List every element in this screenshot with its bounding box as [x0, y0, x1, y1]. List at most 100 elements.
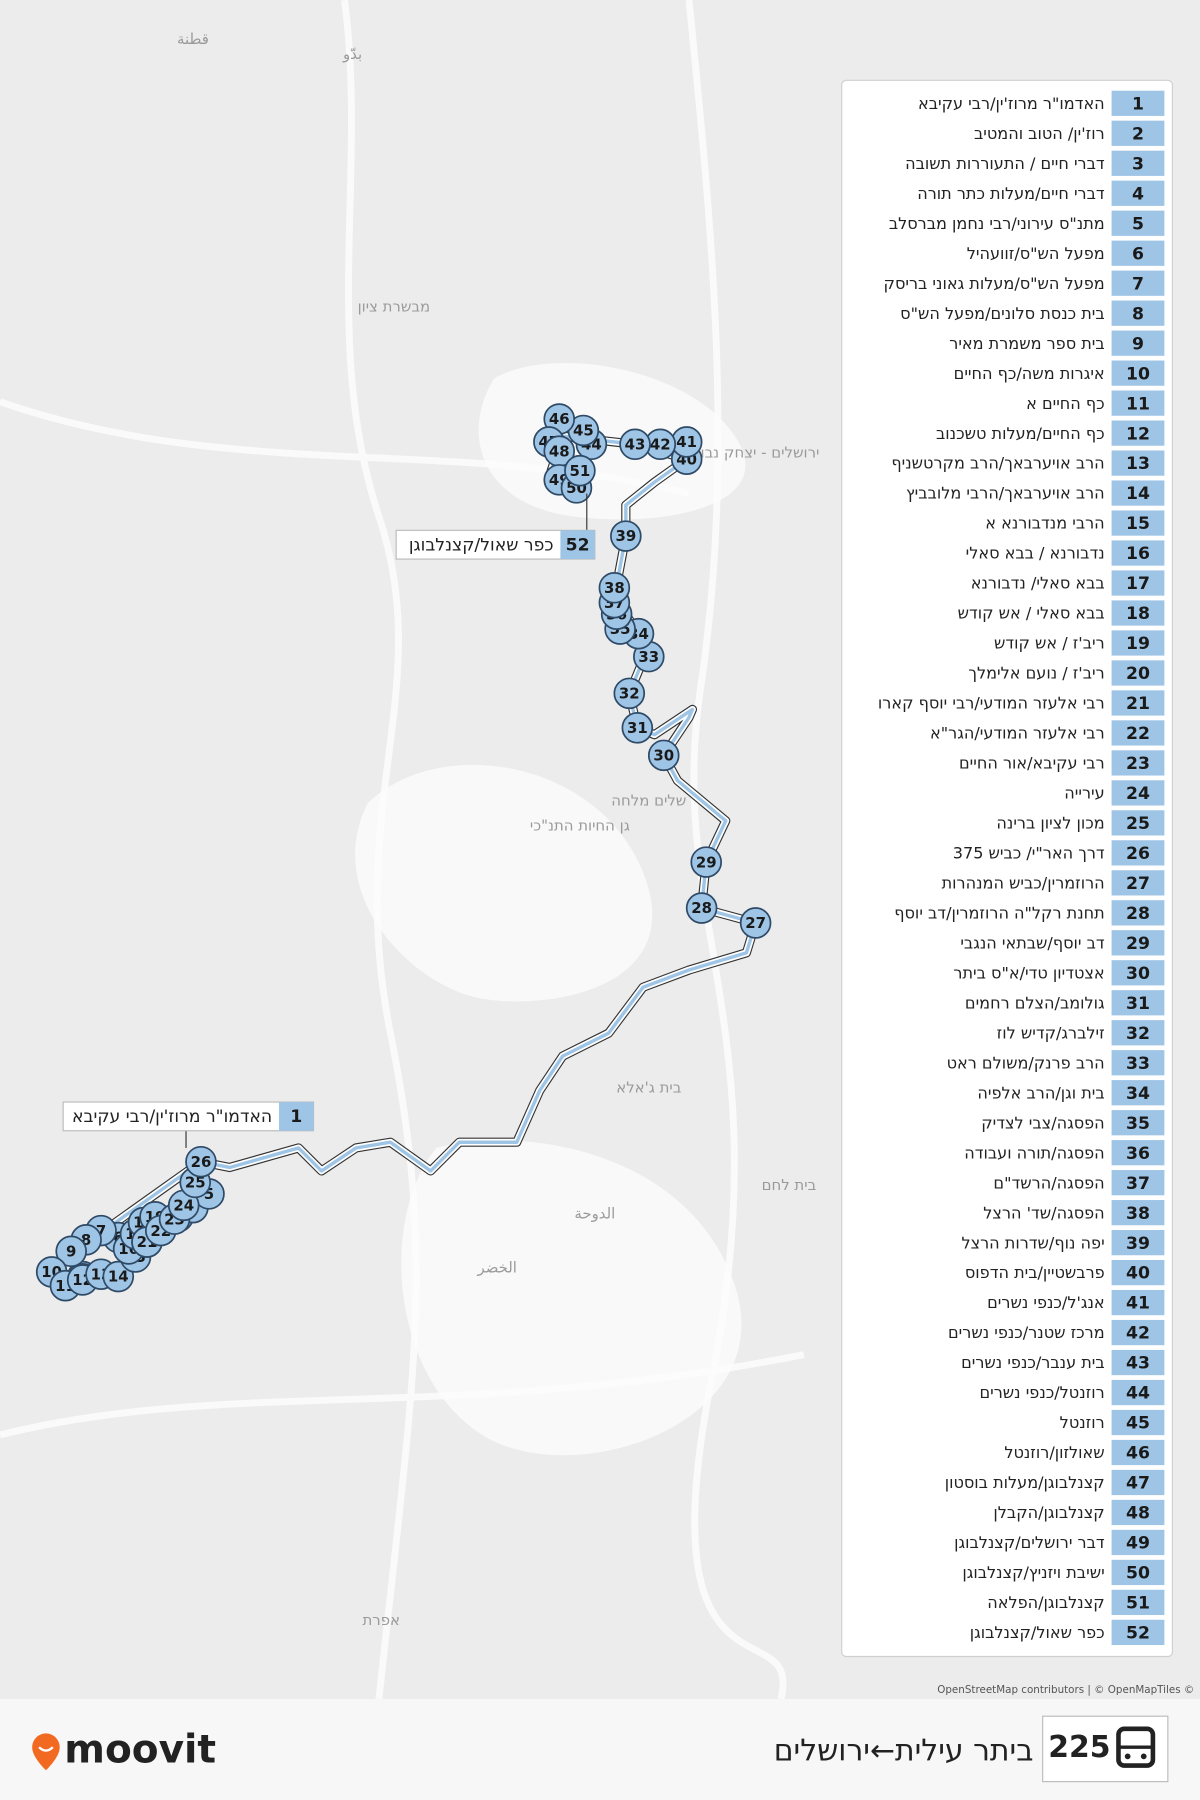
map-labels: قطنة بدّو מבשרת ציון ירושלים - יצחק נבון שלי…	[177, 30, 819, 1629]
list-number: 52	[1126, 1624, 1150, 1644]
list-number-box	[1111, 120, 1165, 146]
stop-marker-number: 38	[604, 579, 625, 597]
stop-list-panel	[841, 79, 1174, 1658]
list-number: 44	[1126, 1384, 1150, 1404]
logo-text: moovit	[64, 1727, 216, 1772]
callout-name: כפר שאול/קצנלבוגן	[409, 535, 554, 555]
list-number: 21	[1126, 694, 1150, 714]
stop-marker-number: 14	[108, 1268, 129, 1286]
list-number-box	[1111, 900, 1165, 926]
list-name: גולומב/הצלם רחמים	[965, 993, 1105, 1012]
list-number: 3	[1132, 154, 1144, 174]
list-number-box	[1111, 180, 1165, 206]
list-number-box	[1111, 750, 1165, 776]
list-number: 5	[1132, 214, 1144, 234]
bus-light	[1124, 1753, 1131, 1760]
list-number: 39	[1126, 1234, 1150, 1254]
map-label: שלים מלחה	[611, 791, 686, 809]
list-name: איגרות משה/כף החיים	[954, 364, 1105, 383]
list-name: קצנלבוגן/מעלות בוסטון	[945, 1473, 1105, 1492]
list-name: האדמו"ר מרוז'ין/רבי עקיבא	[918, 94, 1105, 113]
list-number-box	[1111, 690, 1165, 716]
map-label: الخضر	[476, 1258, 516, 1276]
list-number-box	[1111, 840, 1165, 866]
map-label: גן החיות התנ"כי	[530, 817, 630, 835]
list-number: 2	[1132, 124, 1144, 144]
list-number: 8	[1132, 304, 1144, 324]
list-name: רבי אלעזר המודעי/רבי יוסף קארו	[878, 694, 1105, 713]
list-number: 29	[1126, 934, 1150, 954]
stop-marker-number: 33	[638, 648, 659, 666]
stop-marker	[685, 892, 718, 924]
list-number: 41	[1126, 1294, 1150, 1314]
list-name: בית ענבר/כנפי נשרים	[961, 1353, 1105, 1372]
list-number: 47	[1126, 1474, 1150, 1494]
list-name: הרוזמרין/כביש המנהרות	[942, 873, 1105, 892]
list-name: הרב פרנק/משולם ראט	[947, 1053, 1105, 1072]
list-number: 36	[1126, 1144, 1150, 1164]
list-number-box	[1111, 780, 1165, 806]
callout-box	[62, 1101, 315, 1132]
list-name: מכון לציון ברינה	[996, 814, 1104, 833]
moovit-logo: moovit	[32, 1727, 216, 1772]
list-number: 26	[1126, 844, 1150, 864]
bus-light	[1140, 1753, 1147, 1760]
list-number-box	[1111, 1619, 1165, 1646]
bottom-bar	[0, 1698, 1200, 1800]
stop-marker	[55, 1235, 87, 1268]
list-number-box	[1111, 450, 1165, 476]
list-name: אצטדיון טדי/א"ס ביתר	[953, 963, 1104, 982]
callout-number: 1	[290, 1107, 302, 1127]
list-number: 30	[1126, 964, 1150, 984]
list-name: הפסגה/הרשד"ם	[993, 1173, 1104, 1192]
list-number: 33	[1126, 1054, 1150, 1074]
stop-marker-number: 25	[185, 1174, 206, 1192]
map-label: בית ג'אלא	[616, 1078, 681, 1096]
list-name: מפעל הש"ס/זוועהיל	[967, 244, 1105, 263]
list-name: הרבי מנדבורנא א	[985, 514, 1104, 533]
list-number-box	[1111, 1110, 1165, 1136]
stop-marker	[185, 1145, 217, 1178]
stop-markers: 1234567891011121314151617181920212223242…	[35, 403, 772, 1302]
list-name: רוזנטל	[1060, 1413, 1105, 1432]
list-number-box	[1111, 570, 1165, 596]
list-number-box	[1111, 1319, 1165, 1346]
list-name: בית וגן/הרב אלפיה	[977, 1083, 1104, 1102]
list-number-box	[1111, 1289, 1165, 1316]
list-number-box	[1111, 990, 1165, 1016]
map-label: אפרת	[362, 1611, 399, 1629]
list-number-box	[1111, 1170, 1165, 1196]
list-number: 49	[1126, 1534, 1150, 1554]
list-number-box	[1111, 1140, 1165, 1166]
list-name: בבא סאלי/ נדבורנא	[971, 574, 1105, 593]
list-number: 11	[1126, 394, 1150, 414]
list-name: בית ספר משמרת מאיר	[949, 334, 1104, 353]
list-number: 23	[1126, 754, 1150, 774]
list-number-box	[1111, 810, 1165, 836]
stop-marker-number: 32	[619, 685, 640, 703]
route-number: 225	[1048, 1730, 1110, 1765]
list-number-box	[1111, 150, 1165, 176]
list-name: כפר שאול/קצנלבוגן	[970, 1623, 1105, 1642]
stop-marker-number: 45	[573, 422, 594, 440]
list-number-box	[1111, 1200, 1165, 1226]
list-number-box	[1111, 300, 1165, 326]
list-number-box	[1111, 90, 1165, 116]
stop-marker-number: 27	[745, 914, 766, 932]
list-number-box	[1111, 390, 1165, 416]
stop-list: 1 האדמו"ר מרוז'ין/רבי עקיבא 2 רוז'ין/ הטוב …	[878, 90, 1165, 1646]
stop-marker	[564, 454, 596, 487]
list-number: 17	[1126, 574, 1150, 594]
map-areas	[355, 363, 746, 1456]
list-number-box	[1111, 510, 1165, 536]
list-name: מרכז שטנר/כנפי נשרים	[948, 1323, 1105, 1342]
list-number-box	[1111, 600, 1165, 626]
list-name: הפסגה/תורה ועבודה	[964, 1143, 1104, 1162]
list-number: 37	[1126, 1174, 1150, 1194]
list-name: רבי עקיבא/אור החיים	[959, 754, 1105, 773]
list-number: 7	[1132, 274, 1144, 294]
list-name: עירייה	[1064, 784, 1104, 803]
list-name: דברי חיים/מעלות כתר תורה	[917, 184, 1105, 203]
list-number-box	[1111, 1080, 1165, 1106]
